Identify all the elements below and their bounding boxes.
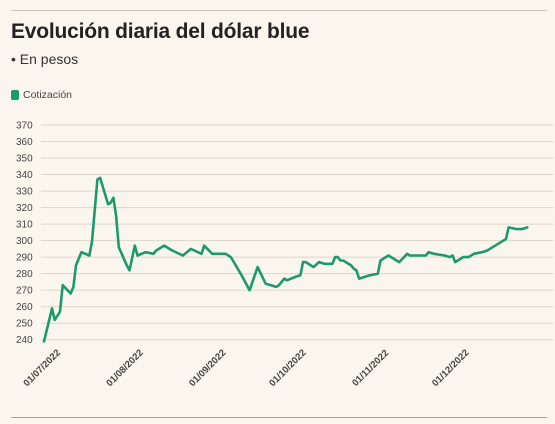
y-tick-label: 290 xyxy=(16,253,33,264)
bottom-rule xyxy=(11,417,547,418)
y-tick-label: 280 xyxy=(16,269,33,280)
series-line xyxy=(42,176,529,343)
y-tick-label: 340 xyxy=(16,170,33,181)
y-tick-label: 360 xyxy=(16,137,33,148)
y-tick-label: 240 xyxy=(16,335,33,346)
legend-label: Cotización xyxy=(23,89,73,101)
top-rule xyxy=(11,10,547,11)
y-tick-label: 310 xyxy=(16,220,33,231)
x-tick-label: 01/08/2022 xyxy=(104,348,145,389)
y-tick-label: 350 xyxy=(16,154,33,165)
y-tick-label: 330 xyxy=(16,187,33,198)
x-tick-label: 01/12/2022 xyxy=(430,348,471,389)
y-tick-label: 320 xyxy=(16,203,33,214)
legend: Cotización xyxy=(11,89,72,101)
x-tick-label: 01/10/2022 xyxy=(267,348,308,389)
x-tick-label: 01/09/2022 xyxy=(187,348,228,389)
y-tick-label: 300 xyxy=(16,236,33,247)
legend-swatch xyxy=(11,90,19,100)
x-tick-label: 01/11/2022 xyxy=(350,348,391,389)
x-tick-label: 01/07/2022 xyxy=(22,348,63,389)
y-tick-label: 260 xyxy=(16,302,33,313)
chart-subtitle: • En pesos xyxy=(11,51,79,67)
y-tick-label: 370 xyxy=(16,121,33,132)
y-tick-label: 270 xyxy=(16,286,33,297)
y-tick-label: 250 xyxy=(16,319,33,330)
chart-title: Evolución diaria del dólar blue xyxy=(11,20,310,43)
